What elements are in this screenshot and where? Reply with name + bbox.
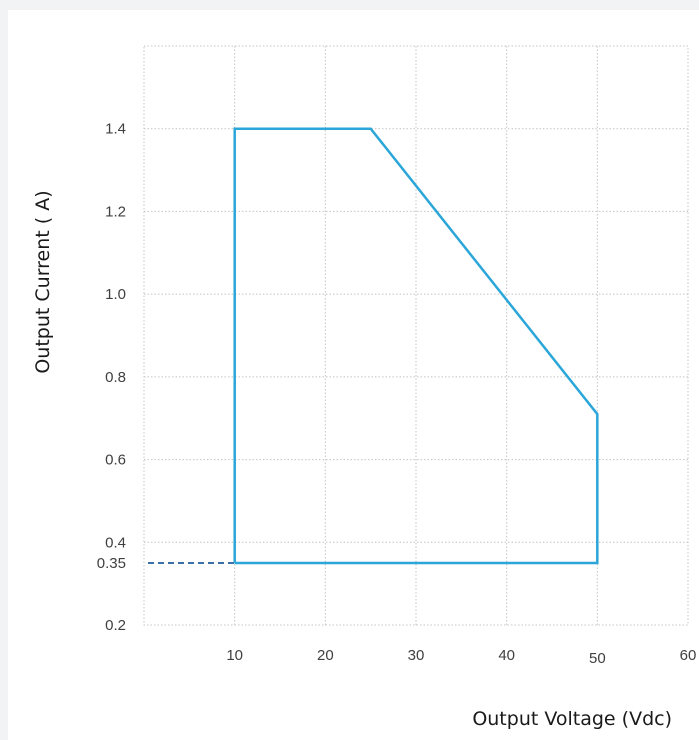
x-tick-label: 20 [317,647,334,664]
y-tick-label: 0.35 [97,555,126,572]
series-line [233,127,599,565]
x-tick-label: 10 [226,647,243,664]
y-tick-label: 1.0 [105,286,126,303]
x-tick-label: 30 [408,647,425,664]
y-tick-label: 0.2 [105,617,126,634]
series [148,127,599,565]
x-tick-label: 60 [680,647,697,664]
plot-frame [143,45,689,626]
y-axis-title: Output Current ( A) [32,190,54,373]
tick-labels: 10 20 30 40 50 60 0.2 0.35 0.4 0.6 0.8 1.0 1.2 1.4 [97,121,697,667]
y-tick-label: 0.8 [105,369,126,386]
y-tick-label: 0.6 [105,452,126,469]
y-tick-label: 1.2 [105,203,126,220]
grid [143,45,689,626]
x-axis-title: Output Voltage (Vdc) [472,708,672,730]
chart-panel [8,10,699,740]
y-tick-label: 1.4 [105,121,126,138]
x-tick-label: 50 [589,650,606,667]
x-tick-label: 40 [498,647,515,664]
y-tick-label: 0.4 [105,534,126,551]
